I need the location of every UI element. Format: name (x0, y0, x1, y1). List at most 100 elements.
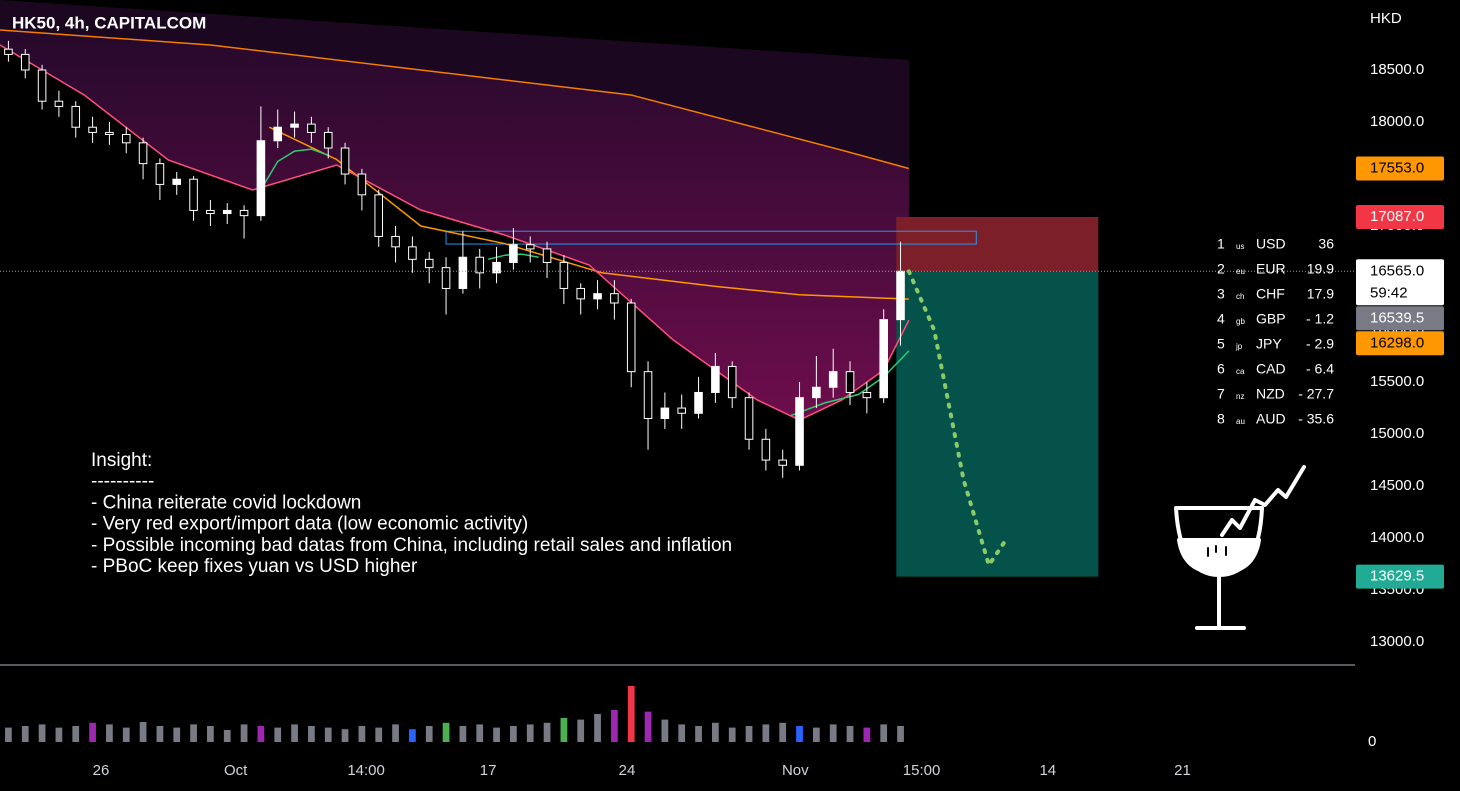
candle-body (542, 248, 552, 263)
candle-body (189, 178, 198, 211)
x-tick-label: 15:00 (903, 762, 941, 779)
candle-body (879, 319, 888, 399)
candle-body (795, 397, 804, 466)
y-tick-label: 18500.0 (1370, 61, 1424, 78)
country-code: ch (1236, 292, 1244, 301)
volume-bar (644, 711, 652, 742)
candle-body (492, 261, 501, 274)
annotation-line: - PBoC keep fixes yuan vs USD higher (91, 556, 418, 577)
candle-body (4, 48, 13, 55)
candle-body (374, 194, 384, 237)
volume-bar (442, 722, 450, 742)
y-tick-label: 14500.0 (1370, 477, 1424, 494)
strength-value: - 2.9 (1306, 336, 1334, 352)
rank: 4 (1217, 311, 1225, 327)
currency-code: CAD (1256, 361, 1286, 377)
x-tick-label: 14:00 (347, 762, 385, 779)
annotation-line: - Very red export/import data (low econo… (91, 514, 528, 535)
volume-bar (274, 727, 282, 742)
rank: 3 (1217, 286, 1225, 302)
annotation-line: ---------- (91, 471, 154, 492)
volume-bar (392, 724, 399, 742)
volume-bar (577, 719, 585, 742)
candle-body (323, 131, 333, 149)
y-tick-label: 15500.0 (1370, 373, 1424, 390)
candle-body (121, 133, 131, 144)
strength-value: - 27.7 (1298, 386, 1334, 402)
candle-body (441, 267, 451, 289)
country-code: nz (1236, 392, 1244, 401)
candle-body (172, 178, 182, 185)
volume-bar (611, 710, 618, 742)
volume-bar (728, 727, 736, 742)
rank: 8 (1217, 411, 1225, 427)
volume-bar (207, 726, 214, 742)
volume-bar (5, 727, 12, 742)
volume-bar (476, 724, 484, 742)
volume-bar (510, 726, 517, 742)
rank: 2 (1217, 261, 1225, 277)
volume-bar (695, 726, 702, 742)
price-badge-label: 16298.0 (1370, 334, 1424, 351)
volume-bar (341, 729, 349, 742)
rank: 5 (1217, 336, 1225, 352)
volume-bar (594, 714, 601, 742)
country-code: us (1236, 242, 1244, 251)
volume-bar (880, 724, 888, 742)
candle-body (525, 244, 535, 250)
price-badge (1356, 156, 1444, 181)
ma-line (0, 29, 910, 170)
candle-body (273, 126, 283, 142)
candle-body (593, 293, 602, 300)
strength-value: 36 (1318, 236, 1334, 252)
candle-body (812, 386, 821, 399)
currency-code: AUD (1256, 411, 1286, 427)
candle-body (105, 131, 114, 135)
country-code: au (1236, 417, 1245, 426)
x-tick-label: 24 (619, 762, 636, 779)
price-badge-label: 13629.5 (1370, 568, 1424, 585)
volume-bar (139, 722, 147, 742)
price-badge (1356, 259, 1444, 306)
ribbon-upper (0, 0, 909, 169)
volume-bar (257, 726, 265, 742)
volume-bar (796, 726, 803, 742)
candle-body (206, 209, 215, 215)
candle-body (458, 256, 468, 289)
y-tick-label: 13000.0 (1370, 633, 1424, 650)
volume-bar (223, 730, 231, 742)
volume-bar (543, 722, 551, 742)
candle-body (307, 123, 316, 133)
volume-bar (21, 726, 29, 742)
candle-body (222, 209, 232, 215)
volume-bar (358, 726, 366, 742)
candle-body (37, 69, 47, 102)
annotation-line: - Possible incoming bad datas from China… (91, 535, 732, 556)
volume-bar (459, 726, 467, 742)
currency-code: USD (1256, 236, 1286, 252)
candle-body (727, 365, 737, 399)
candle-body (71, 105, 81, 128)
annotation-line: - China reiterate covid lockdown (91, 492, 361, 513)
strength-value: - 35.6 (1298, 411, 1334, 427)
candle-body (845, 371, 855, 393)
volume-bar (846, 726, 854, 742)
axis-layer: 026 Oct 14:00 17 24 Nov 15:00 14 2113000.013500.… (91, 61, 1444, 779)
volume-bar (745, 726, 753, 742)
strength-value: - 6.4 (1306, 361, 1334, 377)
volume-bar (425, 726, 433, 742)
candle-body (711, 365, 720, 393)
volume-bar (863, 727, 871, 742)
candle-body (862, 391, 872, 399)
rank: 1 (1217, 236, 1225, 252)
resistance-zone (445, 230, 977, 245)
y-tick-label: 14000.0 (1370, 529, 1424, 546)
price-badge-label: 17553.0 (1370, 159, 1424, 176)
x-tick-label: 14 (1039, 762, 1056, 779)
glass-icon (1174, 465, 1306, 630)
candle-body (509, 244, 518, 263)
price-badge-label: 17087.0 (1370, 208, 1424, 225)
price-badge-label: 16565.0 (1370, 262, 1424, 279)
y-tick-label: 15000.0 (1370, 425, 1424, 442)
volume-bar (55, 727, 63, 742)
